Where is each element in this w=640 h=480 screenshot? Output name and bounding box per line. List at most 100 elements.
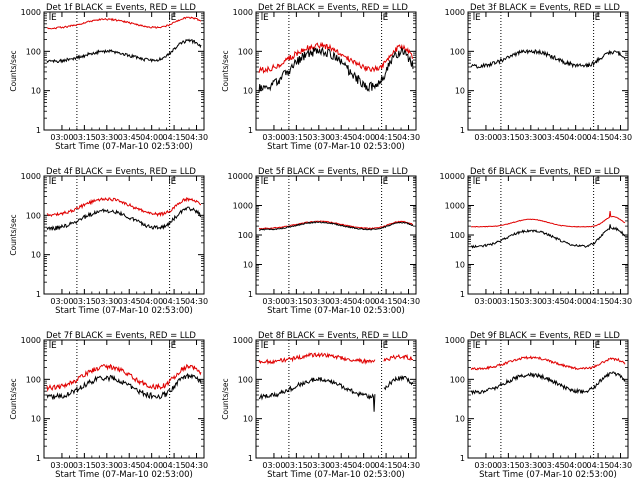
marker-label: E	[383, 13, 389, 23]
y-axis-label: Counts/sec	[221, 378, 230, 419]
x-tick-label: 03:15	[285, 133, 308, 142]
y-tick-label: 1000	[233, 202, 253, 211]
series-line-lld	[258, 351, 376, 365]
series-line-lld	[46, 16, 202, 30]
y-tick-label: 1	[36, 454, 41, 463]
marker-label: E	[51, 177, 57, 187]
x-tick-label: 04:00	[140, 461, 163, 470]
y-tick-label: 10	[31, 415, 41, 424]
panel-7f: Det 7f BLACK = Events, RED = LLD 1 10 100 10…	[9, 331, 208, 480]
plot-frame	[43, 339, 205, 459]
y-tick-label: 10	[455, 261, 465, 270]
panel-title: Det 6f BLACK = Events, RED = LLD	[470, 167, 620, 177]
x-tick-label: 04:00	[352, 461, 375, 470]
series-line-lld	[470, 210, 626, 228]
marker-label: E	[595, 341, 601, 351]
marker-label: E	[171, 13, 177, 23]
plot-frame	[255, 11, 417, 131]
x-tick-label: 04:30	[609, 461, 632, 470]
y-tick-label: 10	[31, 87, 41, 96]
x-tick-label: 04:30	[397, 133, 420, 142]
x-tick-label: 04:00	[352, 133, 375, 142]
panel-9f: Det 9f BLACK = Events, RED = LLD 1 10 100 10…	[445, 331, 632, 480]
x-tick-label: 03:15	[285, 297, 308, 306]
y-tick-label: 10000	[228, 172, 253, 181]
y-tick-label: 1	[248, 290, 253, 299]
y-tick-label: 100	[238, 47, 253, 56]
y-tick-label: 1000	[21, 8, 41, 17]
y-tick-label: 1000	[21, 172, 41, 181]
y-tick-label: 1000	[445, 202, 465, 211]
x-tick-label: 04:30	[185, 461, 208, 470]
x-tick-label: 04:15	[375, 297, 398, 306]
x-tick-label: 04:00	[564, 461, 587, 470]
series-line-events	[383, 375, 414, 391]
x-tick-label: 03:15	[497, 297, 520, 306]
y-tick-label: 10	[31, 251, 41, 260]
x-tick-label: 04:15	[163, 297, 186, 306]
x-tick-label: 03:00	[262, 461, 285, 470]
series-line-lld	[46, 363, 202, 393]
y-tick-label: 1000	[233, 336, 253, 345]
y-tick-label: 10	[243, 415, 253, 424]
panel-title: Det 8f BLACK = Events, RED = LLD	[258, 331, 408, 341]
x-tick-label: 03:15	[73, 461, 96, 470]
x-axis-label: Start Time (07-Mar-10 02:53:00)	[479, 470, 617, 480]
x-tick-label: 04:00	[140, 133, 163, 142]
plot-frame	[467, 339, 629, 459]
x-tick-label: 03:15	[73, 297, 96, 306]
x-tick-label: 04:00	[352, 297, 375, 306]
y-axis-label: Counts/sec	[221, 50, 230, 91]
panel-title: Det 7f BLACK = Events, RED = LLD	[46, 331, 196, 341]
series-line-lld	[258, 220, 414, 230]
x-tick-label: 03:30	[307, 461, 330, 470]
panel-6f: Det 6f BLACK = Events, RED = LLD 1 10 100 10…	[440, 167, 633, 306]
y-tick-label: 100	[450, 47, 465, 56]
panel-5f: Det 5f BLACK = Events, RED = LLD 1 10 100 10…	[228, 167, 421, 316]
x-tick-label: 03:45	[542, 461, 565, 470]
marker-label: E	[475, 13, 481, 23]
marker-label: E	[383, 341, 389, 351]
plot-frame	[43, 175, 205, 295]
series-line-events	[470, 224, 626, 249]
x-tick-label: 03:45	[542, 133, 565, 142]
x-tick-label: 04:15	[375, 133, 398, 142]
y-tick-label: 1000	[233, 8, 253, 17]
panel-title: Det 2f BLACK = Events, RED = LLD	[258, 3, 408, 13]
y-axis-label: Counts/sec	[9, 214, 18, 255]
x-tick-label: 03:00	[474, 297, 497, 306]
x-tick-label: 03:30	[95, 133, 118, 142]
x-axis-label: Start Time (07-Mar-10 02:53:00)	[267, 142, 405, 152]
x-tick-label: 04:30	[609, 133, 632, 142]
y-tick-label: 100	[238, 231, 253, 240]
x-axis-label: Start Time (07-Mar-10 02:53:00)	[55, 306, 193, 316]
x-tick-label: 03:45	[542, 297, 565, 306]
y-tick-label: 100	[26, 375, 41, 384]
y-tick-label: 100	[238, 375, 253, 384]
plot-frame	[43, 11, 205, 131]
y-tick-label: 10	[243, 87, 253, 96]
x-tick-label: 04:30	[185, 297, 208, 306]
marker-label: E	[595, 13, 601, 23]
x-tick-label: 03:45	[330, 297, 353, 306]
y-axis-label: Counts/sec	[9, 378, 18, 419]
x-tick-label: 04:15	[587, 461, 610, 470]
panel-3f: Det 3f BLACK = Events, RED = LLD 1 10 100 10…	[445, 3, 632, 142]
y-tick-label: 1000	[445, 8, 465, 17]
x-tick-label: 03:30	[307, 133, 330, 142]
x-tick-label: 04:15	[163, 133, 186, 142]
x-tick-label: 04:30	[609, 297, 632, 306]
series-line-events	[46, 372, 202, 400]
marker-label: E	[171, 177, 177, 187]
x-tick-label: 03:00	[262, 297, 285, 306]
x-tick-label: 04:15	[587, 297, 610, 306]
x-tick-label: 03:30	[95, 461, 118, 470]
marker-label: E	[263, 13, 269, 23]
panel-title: Det 4f BLACK = Events, RED = LLD	[46, 167, 196, 177]
series-line-events	[258, 221, 414, 231]
y-tick-label: 1	[36, 126, 41, 135]
series-line-events	[470, 371, 626, 396]
panel-title: Det 1f BLACK = Events, RED = LLD	[46, 3, 196, 13]
y-tick-label: 10	[455, 87, 465, 96]
